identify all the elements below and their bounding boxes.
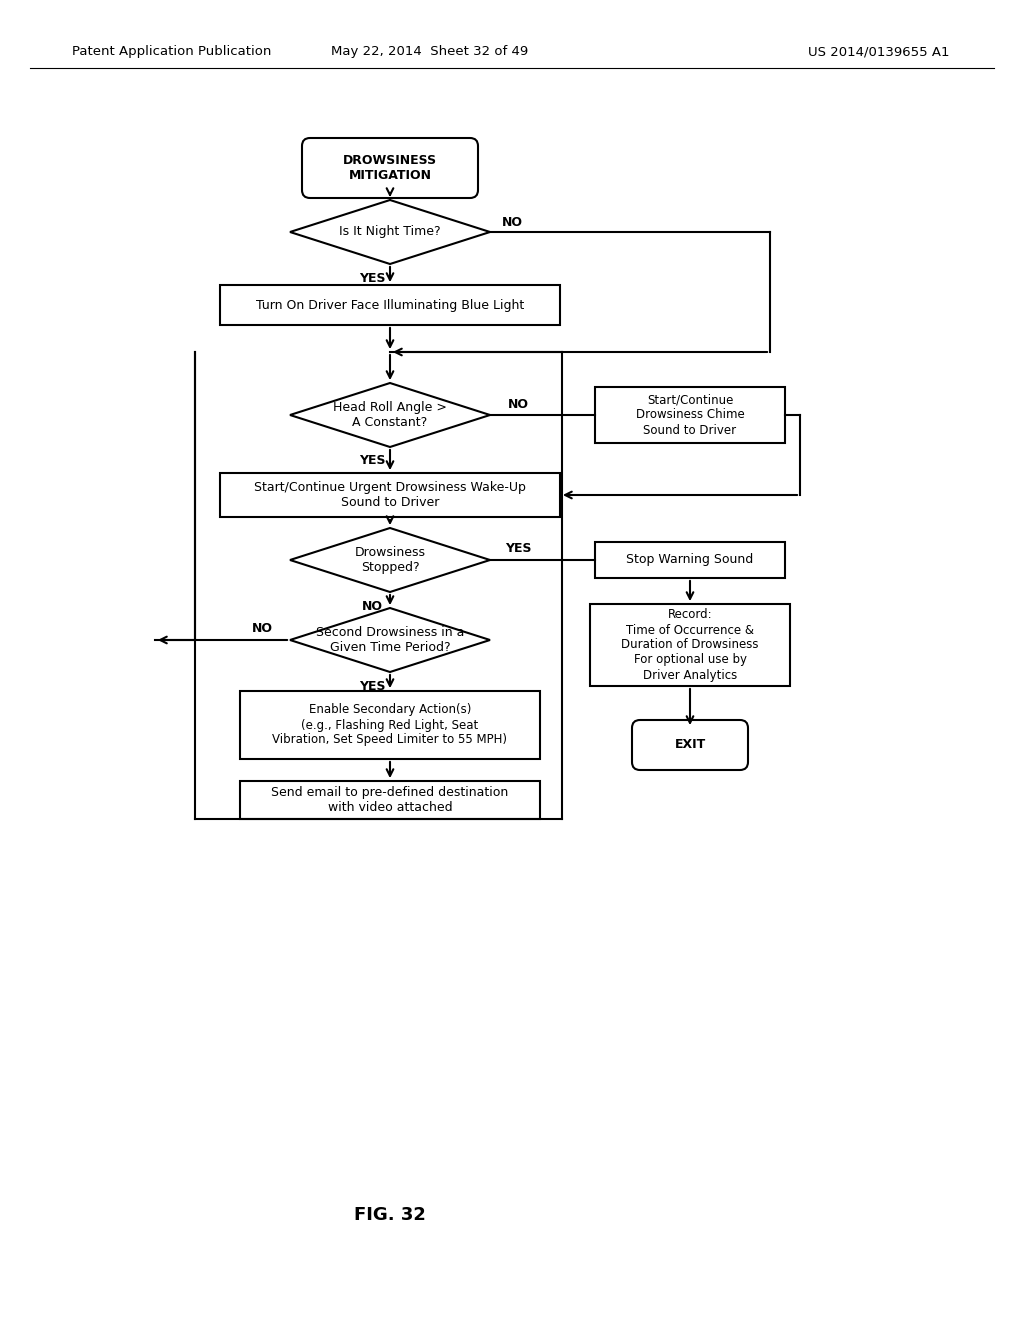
Bar — [220, 285, 560, 325]
FancyBboxPatch shape — [632, 719, 748, 770]
Text: Turn On Driver Face Illuminating Blue Light: Turn On Driver Face Illuminating Blue Li… — [256, 298, 524, 312]
Bar — [220, 473, 560, 517]
Polygon shape — [290, 528, 490, 591]
Text: Head Roll Angle >
A Constant?: Head Roll Angle > A Constant? — [333, 401, 446, 429]
Text: EXIT: EXIT — [675, 738, 706, 751]
Text: NO: NO — [252, 623, 272, 635]
Text: Stop Warning Sound: Stop Warning Sound — [627, 553, 754, 566]
Bar — [590, 605, 790, 686]
Text: YES: YES — [505, 543, 531, 556]
Text: US 2014/0139655 A1: US 2014/0139655 A1 — [809, 45, 950, 58]
Text: Drowsiness
Stopped?: Drowsiness Stopped? — [354, 546, 426, 574]
Polygon shape — [290, 383, 490, 447]
Text: NO: NO — [508, 397, 528, 411]
Text: NO: NO — [361, 599, 383, 612]
Text: Record:
Time of Occurrence &
Duration of Drowsiness
For optional use by
Driver A: Record: Time of Occurrence & Duration of… — [622, 609, 759, 681]
FancyBboxPatch shape — [302, 139, 478, 198]
Text: Patent Application Publication: Patent Application Publication — [72, 45, 271, 58]
Bar — [240, 690, 540, 759]
Text: YES: YES — [358, 680, 385, 693]
Text: Start/Continue
Drowsiness Chime
Sound to Driver: Start/Continue Drowsiness Chime Sound to… — [636, 393, 744, 437]
Polygon shape — [290, 609, 490, 672]
Text: NO: NO — [502, 215, 522, 228]
Text: May 22, 2014  Sheet 32 of 49: May 22, 2014 Sheet 32 of 49 — [332, 45, 528, 58]
Bar — [240, 781, 540, 818]
Text: Start/Continue Urgent Drowsiness Wake-Up
Sound to Driver: Start/Continue Urgent Drowsiness Wake-Up… — [254, 480, 526, 510]
Bar — [595, 543, 785, 578]
Text: Send email to pre-defined destination
with video attached: Send email to pre-defined destination wi… — [271, 785, 509, 814]
Text: YES: YES — [358, 272, 385, 285]
Text: Is It Night Time?: Is It Night Time? — [339, 226, 440, 239]
Text: Second Drowsiness in a
Given Time Period?: Second Drowsiness in a Given Time Period… — [315, 626, 464, 653]
Bar — [595, 387, 785, 444]
Text: FIG. 32: FIG. 32 — [354, 1206, 426, 1224]
Text: YES: YES — [358, 454, 385, 467]
Text: Enable Secondary Action(s)
(e.g., Flashing Red Light, Seat
Vibration, Set Speed : Enable Secondary Action(s) (e.g., Flashi… — [272, 704, 508, 747]
Text: DROWSINESS
MITIGATION: DROWSINESS MITIGATION — [343, 154, 437, 182]
Polygon shape — [290, 201, 490, 264]
